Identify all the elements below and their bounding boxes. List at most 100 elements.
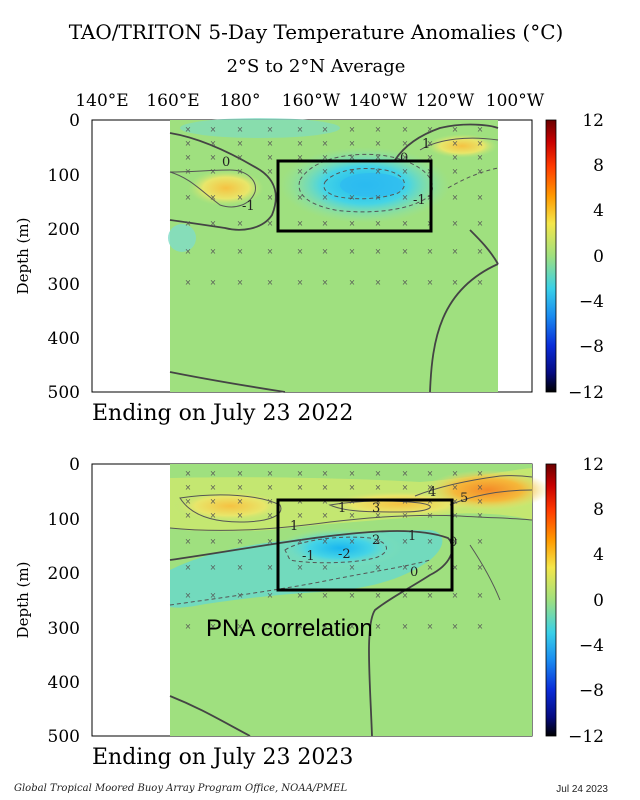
buoy-marker: × (452, 139, 459, 148)
buoy-marker: × (427, 153, 434, 162)
colorbar (545, 119, 557, 393)
buoy-marker: × (297, 167, 304, 176)
colorbar-tick-label: 4 (593, 201, 604, 221)
buoy-marker: × (349, 278, 356, 287)
colorbar-ticks: 12 8 4 0 −4 −8 −12 (568, 111, 604, 403)
buoy-marker: × (402, 563, 409, 572)
buoy-marker: × (210, 497, 217, 506)
colorbar-tick-label: 8 (593, 156, 604, 176)
buoy-marker: × (322, 139, 329, 148)
buoy-marker: × (297, 247, 304, 256)
buoy-marker: × (237, 139, 244, 148)
highlight-box (276, 159, 433, 233)
colorbar-ticks: 12 8 4 0 −4 −8 −12 (568, 455, 604, 747)
buoy-marker: × (477, 497, 484, 506)
buoy-marker: × (185, 469, 192, 478)
buoy-marker: × (267, 591, 274, 600)
buoy-marker: × (349, 219, 356, 228)
buoy-marker: × (297, 483, 304, 492)
buoy-marker: × (349, 563, 356, 572)
buoy-marker: × (185, 167, 192, 176)
buoy-marker: × (402, 469, 409, 478)
buoy-marker: × (297, 469, 304, 478)
y-tick-label: 300 (48, 275, 80, 295)
buoy-marker: × (375, 278, 382, 287)
y-tick-label: 0 (69, 455, 80, 475)
buoy-marker: × (322, 483, 329, 492)
y-tick-label: 0 (69, 111, 80, 131)
y-tick-label: 500 (48, 727, 80, 747)
buoy-marker: × (185, 511, 192, 520)
buoy-marker: × (297, 591, 304, 600)
buoy-marker: × (297, 563, 304, 572)
buoy-marker: × (375, 511, 382, 520)
buoy-marker: × (210, 167, 217, 176)
buoy-marker: × (402, 153, 409, 162)
buoy-marker: × (185, 139, 192, 148)
buoy-marker: × (210, 537, 217, 546)
y-axis: 0 100 200 300 400 500 Depth (m) (14, 111, 80, 403)
buoy-marker: × (402, 591, 409, 600)
buoy-marker: × (267, 153, 274, 162)
buoy-marker: × (477, 511, 484, 520)
buoy-marker: × (477, 167, 484, 176)
colorbar-tick-label: −8 (579, 337, 604, 357)
buoy-marker: × (237, 497, 244, 506)
buoy-marker: × (349, 537, 356, 546)
y-tick-label: 200 (48, 564, 80, 584)
buoy-marker: × (427, 483, 434, 492)
colorbar-tick-label: 12 (582, 111, 604, 131)
buoy-marker: × (267, 219, 274, 228)
buoy-marker: × (349, 139, 356, 148)
y-tick-label: 100 (48, 166, 80, 186)
buoy-marker: × (322, 622, 329, 631)
buoy-marker: × (452, 497, 459, 506)
x-tick-label: 180° (220, 91, 261, 111)
buoy-marker: × (375, 167, 382, 176)
buoy-marker: × (210, 469, 217, 478)
contour-label: 1 (338, 501, 346, 516)
buoy-marker: × (237, 125, 244, 134)
x-tick-label: 140°W (349, 91, 408, 111)
warm-core (426, 470, 550, 510)
panel-2023: 1 1 3 4 5 -1 2 -2 1 0 0 × × × × × × × × × × × × × × × ×… (14, 455, 604, 770)
buoy-marker: × (349, 247, 356, 256)
buoy-marker: × (267, 511, 274, 520)
colorbar-tick-label: −4 (579, 292, 604, 312)
buoy-marker: × (477, 125, 484, 134)
colorbar-tick-label: −12 (568, 383, 604, 403)
contour-label: 2 (372, 533, 380, 548)
contour-label: 4 (428, 485, 436, 500)
figure-title: TAO/TRITON 5-Day Temperature Anomalies (… (69, 20, 564, 44)
buoy-marker: × (452, 125, 459, 134)
buoy-marker: × (210, 511, 217, 520)
contour-label: -1 (302, 549, 315, 564)
colorbar-tick-label: 12 (582, 455, 604, 475)
contour-label: 1 (422, 137, 430, 152)
buoy-marker: × (375, 219, 382, 228)
y-tick-label: 500 (48, 383, 80, 403)
buoy-marker: × (349, 483, 356, 492)
buoy-marker: × (402, 139, 409, 148)
buoy-marker: × (185, 219, 192, 228)
buoy-marker: × (267, 497, 274, 506)
buoy-marker: × (427, 622, 434, 631)
buoy-marker: × (210, 563, 217, 572)
buoy-marker: × (427, 278, 434, 287)
buoy-marker: × (322, 511, 329, 520)
buoy-marker: × (185, 591, 192, 600)
buoy-marker: × (185, 563, 192, 572)
buoy-marker: × (267, 278, 274, 287)
buoy-marker: × (267, 537, 274, 546)
period-label: Ending on July 23 2023 (92, 745, 353, 770)
buoy-marker: × (427, 247, 434, 256)
panel-2022: 0 -1 0 -1 1 × × × × × × × × × × × × × × × × × × × × × × × × × × × ×… (14, 111, 604, 426)
buoy-marker: × (267, 563, 274, 572)
buoy-marker: × (477, 139, 484, 148)
buoy-marker: × (210, 278, 217, 287)
contour-label: 0 (222, 155, 230, 170)
x-tick-label: 100°W (486, 91, 545, 111)
buoy-marker: × (322, 219, 329, 228)
y-tick-label: 300 (48, 619, 80, 639)
contour-line (419, 137, 499, 151)
